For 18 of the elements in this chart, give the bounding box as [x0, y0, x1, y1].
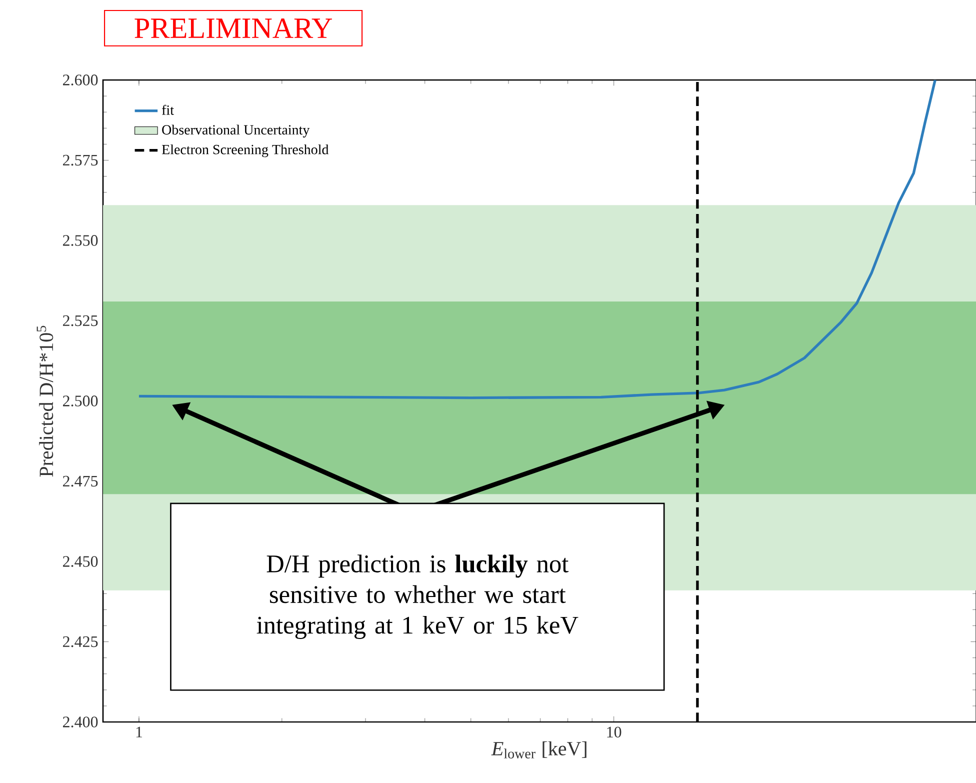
y-axis-title: Predicted D/H*10$^{5}$: [36, 326, 54, 477]
y-tick-label: 2.450: [63, 556, 98, 567]
annotation: D/H prediction is luckily not sensitive to whether we start integrating at 1 keV or 15 keV: [256, 554, 578, 639]
ref-line-label: Electron Screening Threshold: [162, 144, 329, 158]
y-tick-label: 2.600: [63, 74, 98, 86]
y-tick-label: 2.550: [63, 235, 98, 246]
legend-label: Observational Uncertainty: [162, 124, 310, 138]
x-axis-title: E$_{lower}$ [keV]: [491, 741, 586, 758]
y-tick-label: 2.525: [63, 315, 98, 326]
x-tick-label: 1: [136, 726, 142, 738]
chart-title: PRELIMINARY: [134, 18, 332, 38]
y-tick-label: 2.475: [63, 476, 98, 487]
legend-label: fit: [162, 104, 174, 115]
y-tick-label: 2.425: [63, 636, 98, 648]
y-tick-label: 2.500: [63, 396, 98, 406]
x-tick-label: 10: [607, 726, 622, 738]
y-tick-label: 2.575: [63, 154, 98, 166]
y-tick-label: 2.400: [63, 716, 98, 728]
